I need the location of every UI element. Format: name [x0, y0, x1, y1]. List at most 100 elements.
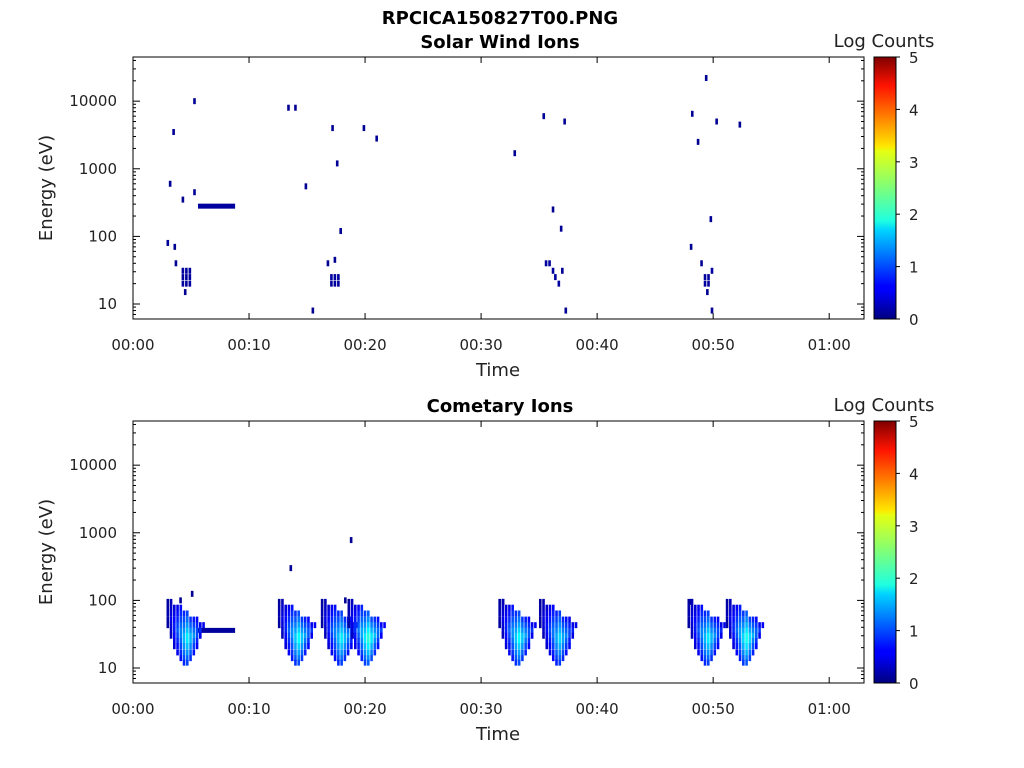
data-cell [706, 627, 710, 634]
data-cell [538, 610, 542, 617]
data-cell [277, 622, 281, 629]
data-cell [287, 638, 291, 645]
data-cell [697, 632, 700, 639]
data-cell [508, 616, 511, 623]
data-cell [571, 627, 575, 634]
data-cell [182, 659, 186, 666]
data-cell [179, 610, 183, 617]
data-cell [703, 627, 707, 634]
data-cell [357, 643, 360, 650]
data-cell [517, 610, 521, 617]
data-cell [290, 655, 294, 662]
data-cell [294, 627, 297, 634]
data-cell [697, 610, 700, 617]
data-cell [742, 659, 745, 666]
data-cell [169, 604, 173, 611]
data-cell [190, 590, 194, 597]
data-cell [181, 267, 185, 274]
data-cell [687, 616, 691, 623]
data-cell [568, 643, 571, 650]
data-cell [738, 604, 742, 611]
data-cell [568, 632, 571, 639]
data-cell [551, 627, 555, 634]
data-cell [700, 604, 704, 611]
data-cell [354, 604, 357, 611]
data-cell [189, 616, 192, 623]
data-cell [176, 627, 179, 634]
data-cell [561, 616, 565, 623]
data-cell [333, 627, 337, 634]
data-cell [310, 632, 313, 639]
data-cell [690, 604, 694, 611]
figure-title: RPCICA150827T00.PNG [382, 8, 618, 29]
data-cell [735, 632, 739, 639]
data-cell [360, 622, 364, 629]
data-cell [706, 622, 710, 629]
data-cell [363, 610, 367, 617]
data-cell [169, 598, 173, 605]
data-cell [284, 616, 287, 623]
data-cell [277, 616, 281, 623]
data-cell [350, 610, 354, 617]
data-cell [294, 616, 297, 623]
data-cell [290, 616, 294, 623]
data-cell [337, 659, 340, 666]
data-cell [310, 622, 313, 629]
data-cell [738, 643, 742, 650]
data-cell [729, 627, 732, 634]
data-cell [340, 627, 343, 634]
data-cell [517, 632, 521, 639]
data-cell [514, 659, 518, 666]
data-cell [195, 643, 199, 650]
data-cell [330, 627, 334, 634]
x-tick-label: 01:00 [808, 700, 851, 718]
data-cell [713, 643, 717, 650]
data-cell [703, 643, 707, 650]
data-cell [738, 632, 742, 639]
data-cell [755, 643, 758, 650]
data-cell [182, 627, 186, 634]
data-cell [346, 643, 350, 650]
data-cell [729, 632, 732, 639]
data-cell [700, 643, 704, 650]
data-cell [571, 632, 575, 639]
data-cell [181, 196, 185, 203]
data-cell [343, 655, 347, 662]
data-cell [710, 643, 713, 650]
data-cell [703, 638, 707, 645]
data-cell [363, 616, 367, 623]
data-cell [758, 627, 761, 634]
data-cell [693, 627, 697, 634]
data-cell [508, 649, 511, 656]
data-cell [373, 616, 377, 623]
data-cell [748, 655, 752, 662]
data-cell [290, 622, 294, 629]
data-cell [327, 616, 330, 623]
data-cell [174, 260, 178, 267]
data-cell [198, 627, 202, 634]
data-cell [517, 659, 521, 666]
x-tick-label: 00:30 [459, 700, 502, 718]
data-cell [504, 610, 508, 617]
data-cell [700, 610, 704, 617]
data-cell [706, 643, 710, 650]
data-cell [558, 616, 562, 623]
data-cell [166, 598, 170, 605]
data-cell [732, 638, 735, 645]
data-cell [179, 655, 183, 662]
data-cell [558, 659, 562, 666]
data-cell [723, 622, 726, 629]
data-cell [281, 632, 284, 639]
data-cell [287, 622, 291, 629]
data-cell [755, 627, 758, 634]
data-cell [508, 638, 511, 645]
data-cell [287, 632, 291, 639]
data-cell [337, 632, 340, 639]
data-cell [511, 655, 514, 662]
data-cell [333, 274, 337, 281]
data-cell [182, 643, 186, 650]
data-cell [281, 598, 284, 605]
data-cell [548, 604, 552, 611]
data-cell [735, 649, 739, 656]
data-cell [738, 622, 742, 629]
